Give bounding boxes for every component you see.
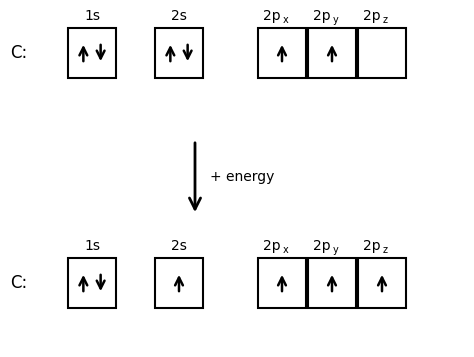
Bar (155, 28, 203, 78)
Text: y: y (333, 15, 339, 25)
Text: x: x (283, 15, 289, 25)
Bar (308, 258, 356, 308)
Bar (358, 28, 406, 78)
Text: 2p: 2p (313, 239, 331, 253)
Bar (258, 28, 306, 78)
Text: y: y (333, 245, 339, 255)
Text: 2p: 2p (364, 239, 381, 253)
Text: 1s: 1s (84, 239, 100, 253)
Text: z: z (383, 245, 388, 255)
Text: 2s: 2s (171, 9, 187, 23)
Bar (258, 258, 306, 308)
Text: C:: C: (10, 274, 27, 292)
Bar (358, 258, 406, 308)
Text: 2p: 2p (264, 239, 281, 253)
Bar (68, 28, 116, 78)
Bar (155, 258, 203, 308)
Text: 2p: 2p (264, 9, 281, 23)
Text: x: x (283, 245, 289, 255)
Text: z: z (383, 15, 388, 25)
Text: 2p: 2p (313, 9, 331, 23)
Text: 2s: 2s (171, 239, 187, 253)
Text: C:: C: (10, 44, 27, 62)
Bar (308, 28, 356, 78)
Text: + energy: + energy (210, 171, 274, 185)
Bar (68, 258, 116, 308)
Text: 1s: 1s (84, 9, 100, 23)
Text: 2p: 2p (364, 9, 381, 23)
